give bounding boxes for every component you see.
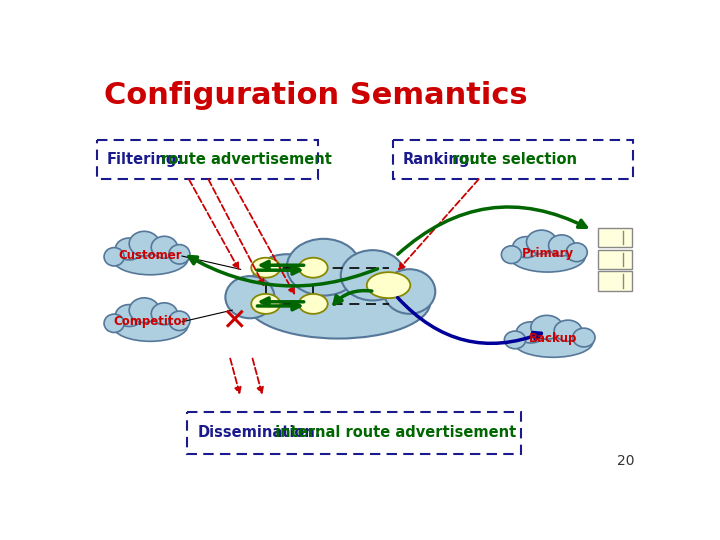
Ellipse shape xyxy=(169,311,190,330)
Text: route selection: route selection xyxy=(447,152,577,167)
Ellipse shape xyxy=(566,243,588,262)
Text: Dissemination:: Dissemination: xyxy=(197,426,321,440)
Ellipse shape xyxy=(287,239,361,295)
Text: route advertisement: route advertisement xyxy=(156,152,332,167)
Text: internal route advertisement: internal route advertisement xyxy=(270,426,516,440)
FancyBboxPatch shape xyxy=(97,140,318,179)
Ellipse shape xyxy=(549,235,575,256)
Text: Configuration Semantics: Configuration Semantics xyxy=(104,82,528,111)
Ellipse shape xyxy=(129,231,159,256)
FancyBboxPatch shape xyxy=(598,272,632,291)
Ellipse shape xyxy=(104,314,124,333)
Text: 20: 20 xyxy=(616,454,634,468)
Ellipse shape xyxy=(299,294,328,314)
Ellipse shape xyxy=(513,327,593,357)
Ellipse shape xyxy=(366,272,410,298)
Text: Backup: Backup xyxy=(529,332,577,345)
Ellipse shape xyxy=(251,258,280,278)
Ellipse shape xyxy=(169,245,190,264)
Ellipse shape xyxy=(246,266,431,339)
Ellipse shape xyxy=(341,250,405,300)
Ellipse shape xyxy=(115,305,143,327)
Ellipse shape xyxy=(513,237,540,258)
Text: Competitor: Competitor xyxy=(113,315,187,328)
Ellipse shape xyxy=(572,328,595,347)
Ellipse shape xyxy=(510,241,585,272)
Ellipse shape xyxy=(501,246,521,264)
FancyBboxPatch shape xyxy=(598,250,632,269)
Ellipse shape xyxy=(505,331,526,349)
Ellipse shape xyxy=(151,303,177,325)
Text: Ranking:: Ranking: xyxy=(402,152,476,167)
FancyBboxPatch shape xyxy=(598,228,632,247)
Ellipse shape xyxy=(115,238,143,260)
Ellipse shape xyxy=(526,230,557,254)
Ellipse shape xyxy=(384,269,436,314)
Ellipse shape xyxy=(554,320,582,341)
FancyBboxPatch shape xyxy=(186,412,521,454)
Text: Customer: Customer xyxy=(119,249,182,262)
Ellipse shape xyxy=(299,258,328,278)
FancyBboxPatch shape xyxy=(393,140,633,179)
Ellipse shape xyxy=(516,322,546,343)
Ellipse shape xyxy=(129,298,159,322)
Ellipse shape xyxy=(225,276,274,318)
Ellipse shape xyxy=(112,309,188,341)
Text: Filtering:: Filtering: xyxy=(107,152,183,167)
Ellipse shape xyxy=(251,294,280,314)
Ellipse shape xyxy=(151,237,177,258)
Ellipse shape xyxy=(104,247,124,266)
Text: Primary: Primary xyxy=(521,247,574,260)
Ellipse shape xyxy=(531,315,563,339)
Text: ✕: ✕ xyxy=(221,307,247,336)
Ellipse shape xyxy=(112,243,188,275)
Ellipse shape xyxy=(253,254,320,305)
